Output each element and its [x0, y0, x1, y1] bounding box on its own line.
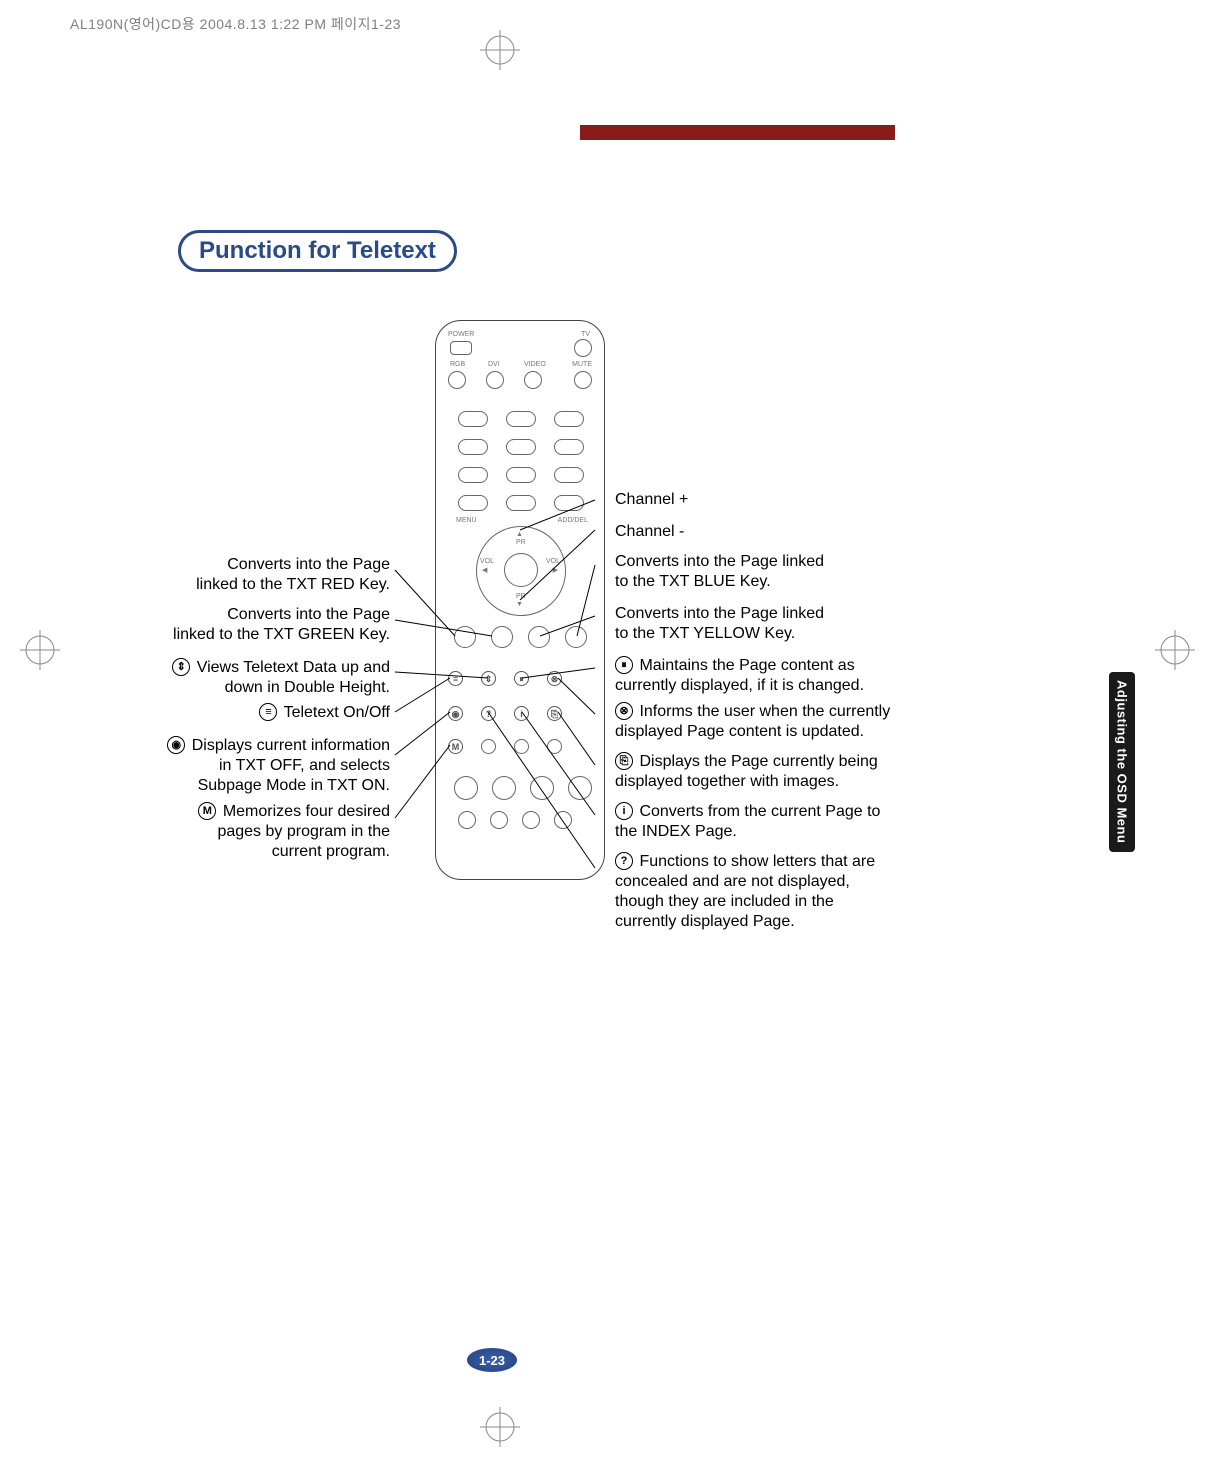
- label-reveal-text: Functions to show letters that areconcea…: [615, 853, 875, 930]
- mute-button: [574, 371, 592, 389]
- bottom-btn-4: [568, 776, 592, 800]
- label-hold: ⏸ Maintains the Page content ascurrently…: [615, 656, 935, 696]
- num-4: [458, 439, 488, 455]
- crop-mark-right: [1155, 630, 1195, 675]
- dvi-button: [486, 371, 504, 389]
- crop-mark-left: [20, 630, 60, 675]
- pr-down-label: PR: [516, 593, 526, 600]
- pr-up-label: PR: [516, 539, 526, 546]
- num-2: [506, 411, 536, 427]
- page-number: 1-23: [467, 1348, 517, 1372]
- index-icon: i: [615, 802, 633, 820]
- label-txt-green: Converts into the Pagelinked to the TXT …: [140, 605, 390, 645]
- label-index: i Converts from the current Page tothe I…: [615, 802, 935, 842]
- print-header: AL190N(영어)CD용 2004.8.13 1:22 PM 페이지1-23: [70, 14, 401, 34]
- label-channel-minus: Channel -: [615, 522, 915, 542]
- label-teletext-onoff: ≡ Teletext On/Off: [240, 703, 390, 723]
- label-mix: ⎘ Displays the Page currently beingdispl…: [615, 752, 935, 792]
- ttx-extra-3: [547, 739, 562, 754]
- video-button: [524, 371, 542, 389]
- ttx-reveal-icon: ?: [481, 706, 496, 721]
- header-accent-bar: [580, 125, 895, 140]
- label-index-text: Converts from the current Page tothe IND…: [615, 803, 880, 840]
- ttx-extra-1: [481, 739, 496, 754]
- hold-icon: ⏸: [615, 656, 633, 674]
- ttx-onoff-icon: ≡: [448, 671, 463, 686]
- section-title: Punction for Teletext: [178, 230, 457, 272]
- subpage-icon: ◉: [167, 736, 185, 754]
- txt-blue-button: [565, 626, 587, 648]
- txt-red-button: [454, 626, 476, 648]
- label-txt-yellow: Converts into the Page linkedto the TXT …: [615, 604, 915, 644]
- label-mix-text: Displays the Page currently beingdisplay…: [615, 753, 878, 790]
- num-6: [554, 439, 584, 455]
- label-memorize-text: Memorizes four desiredpages by program i…: [217, 803, 390, 860]
- reveal-icon: ?: [615, 852, 633, 870]
- video-label: VIDEO: [524, 361, 546, 368]
- double-height-icon: ⇕: [172, 658, 190, 676]
- num-1: [458, 411, 488, 427]
- update-icon: ⊗: [615, 702, 633, 720]
- label-double-height-text: Views Teletext Data up anddown in Double…: [197, 659, 390, 696]
- power-button: [450, 341, 472, 355]
- label-subpage-text: Displays current informationin TXT OFF, …: [192, 737, 390, 794]
- power-label: POWER: [448, 331, 474, 338]
- ttx-index-icon: i: [514, 706, 529, 721]
- side-tab: Adjusting the OSD Menu: [1109, 672, 1135, 852]
- bottom-btn-2: [492, 776, 516, 800]
- label-memorize: M Memorizes four desiredpages by program…: [160, 802, 390, 862]
- num-3: [554, 411, 584, 427]
- num-9: [554, 467, 584, 483]
- section-title-text: Punction for Teletext: [199, 237, 436, 264]
- bottom-btn-6: [490, 811, 508, 829]
- onoff-icon: ≡: [259, 703, 277, 721]
- label-update: ⊗ Informs the user when the currentlydis…: [615, 702, 935, 742]
- label-txt-red: Converts into the Pagelinked to the TXT …: [140, 555, 390, 595]
- crop-mark-top: [480, 30, 520, 75]
- ttx-update-icon: ⊗: [547, 671, 562, 686]
- crop-mark-bottom: [480, 1407, 520, 1452]
- bottom-btn-8: [554, 811, 572, 829]
- ttx-mix-icon: ⎘: [547, 706, 562, 721]
- dvi-label: DVI: [488, 361, 500, 368]
- ttx-hold-icon: ⏸: [514, 671, 529, 686]
- num-5: [506, 439, 536, 455]
- nav-center: [504, 553, 538, 587]
- add-del-label: ADD/DEL: [558, 517, 588, 524]
- vol-r-label: VOL: [546, 558, 560, 565]
- ttx-subpage-icon: ◉: [448, 706, 463, 721]
- rgb-label: RGB: [450, 361, 465, 368]
- label-reveal: ? Functions to show letters that areconc…: [615, 852, 935, 932]
- label-onoff-text: Teletext On/Off: [284, 704, 390, 721]
- bottom-btn-7: [522, 811, 540, 829]
- txt-yellow-button: [528, 626, 550, 648]
- label-txt-blue: Converts into the Page linkedto the TXT …: [615, 552, 915, 592]
- tv-button: [574, 339, 592, 357]
- vol-l-label: VOL: [480, 558, 494, 565]
- num-misc-1: [458, 495, 488, 511]
- tv-label: TV: [581, 331, 590, 338]
- menu-label: MENU: [456, 517, 477, 524]
- num-misc-2: [554, 495, 584, 511]
- label-hold-text: Maintains the Page content ascurrently d…: [615, 657, 864, 694]
- num-8: [506, 467, 536, 483]
- ttx-double-icon: ⇕: [481, 671, 496, 686]
- label-double-height: ⇕ Views Teletext Data up anddown in Doub…: [110, 658, 390, 698]
- label-subpage: ◉ Displays current informationin TXT OFF…: [120, 736, 390, 796]
- label-channel-plus: Channel +: [615, 490, 915, 510]
- remote-control-diagram: POWER TV RGB DVI VIDEO MUTE MENU ADD/DEL…: [435, 320, 605, 880]
- txt-green-button: [491, 626, 513, 648]
- ttx-extra-2: [514, 739, 529, 754]
- mix-icon: ⎘: [615, 752, 633, 770]
- bottom-btn-5: [458, 811, 476, 829]
- mute-label: MUTE: [572, 361, 592, 368]
- bottom-btn-1: [454, 776, 478, 800]
- memorize-icon: M: [198, 802, 216, 820]
- label-update-text: Informs the user when the currentlydispl…: [615, 703, 890, 740]
- bottom-btn-3: [530, 776, 554, 800]
- ttx-memorize-icon: M: [448, 739, 463, 754]
- num-0: [506, 495, 536, 511]
- num-7: [458, 467, 488, 483]
- rgb-button: [448, 371, 466, 389]
